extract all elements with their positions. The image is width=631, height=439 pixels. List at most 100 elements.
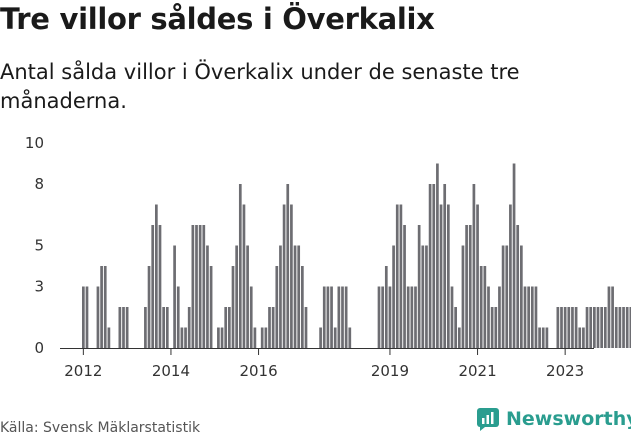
bar xyxy=(202,225,206,348)
bar xyxy=(556,307,560,348)
bar xyxy=(100,266,103,348)
bar xyxy=(279,245,282,348)
bar xyxy=(611,286,614,348)
bar xyxy=(567,307,571,348)
chart-title: Tre villor såldes i Överkalix xyxy=(0,2,435,36)
bar xyxy=(399,204,403,348)
bar xyxy=(450,286,454,348)
bar xyxy=(187,307,191,348)
bar xyxy=(417,225,421,348)
bar xyxy=(235,245,238,348)
bar xyxy=(498,286,501,348)
bar xyxy=(545,327,549,348)
y-tick-label: 8 xyxy=(34,175,44,193)
bar xyxy=(527,286,530,348)
bar xyxy=(476,204,479,348)
bar xyxy=(264,327,268,348)
bar xyxy=(574,307,578,348)
bar xyxy=(487,286,490,348)
bar xyxy=(428,184,432,348)
newsworthy-chart-icon xyxy=(477,408,499,431)
bar xyxy=(530,286,534,348)
bar xyxy=(622,307,625,348)
bar xyxy=(107,327,111,348)
bar xyxy=(603,307,607,348)
bar xyxy=(377,286,381,348)
bar xyxy=(403,225,406,348)
bar xyxy=(282,204,286,348)
bar xyxy=(319,327,322,348)
bar xyxy=(301,266,304,348)
bar xyxy=(220,327,224,348)
bar xyxy=(260,327,264,348)
x-tick-label: 2012 xyxy=(64,362,102,380)
bar xyxy=(512,163,516,348)
bar xyxy=(582,327,585,348)
bar xyxy=(607,286,611,348)
bar xyxy=(173,245,176,348)
bar xyxy=(322,286,326,348)
bar xyxy=(505,245,509,348)
bar xyxy=(344,286,348,348)
bar xyxy=(501,245,505,348)
bar xyxy=(275,266,279,348)
bar xyxy=(457,327,461,348)
bar xyxy=(520,245,523,348)
bar xyxy=(348,327,352,348)
bar xyxy=(253,327,257,348)
bar xyxy=(468,225,472,348)
y-tick-label: 0 xyxy=(34,339,44,357)
bar xyxy=(238,184,242,348)
bar xyxy=(242,204,246,348)
bar xyxy=(436,163,439,348)
bar xyxy=(228,307,231,348)
bar xyxy=(523,286,527,348)
bar xyxy=(600,307,603,348)
bar xyxy=(392,245,395,348)
bar xyxy=(184,327,187,348)
bar xyxy=(425,245,428,348)
bar xyxy=(538,327,541,348)
source-note: Källa: Svensk Mäklarstatistik xyxy=(0,420,201,436)
y-tick-label: 3 xyxy=(34,278,44,296)
bar xyxy=(578,327,582,348)
bar xyxy=(268,307,271,348)
bar xyxy=(271,307,275,348)
bar xyxy=(96,286,100,348)
bar xyxy=(162,307,165,348)
bar xyxy=(421,245,425,348)
bar xyxy=(534,286,538,348)
bar xyxy=(618,307,622,348)
bar xyxy=(165,307,169,348)
newsworthy-logo: Newsworthy xyxy=(476,407,631,431)
bar xyxy=(297,245,301,348)
bar xyxy=(465,225,468,348)
bar xyxy=(290,204,293,348)
bar xyxy=(516,225,520,348)
x-tick-label: 2019 xyxy=(371,362,409,380)
bar xyxy=(224,307,228,348)
bar xyxy=(563,307,567,348)
bar xyxy=(443,184,447,348)
bar xyxy=(414,286,417,348)
bar xyxy=(447,204,450,348)
bar xyxy=(337,286,341,348)
bar xyxy=(293,245,297,348)
bar xyxy=(384,266,388,348)
bar xyxy=(333,327,337,348)
bar xyxy=(82,286,85,348)
bar xyxy=(406,286,410,348)
bar xyxy=(191,225,195,348)
bar xyxy=(494,307,498,348)
bar xyxy=(246,245,249,348)
y-tick-label: 5 xyxy=(34,237,44,255)
bar xyxy=(330,286,333,348)
bar xyxy=(483,266,487,348)
bar-chart: 0358102012201420162019202120233 xyxy=(25,134,631,380)
x-tick-label: 2016 xyxy=(239,362,277,380)
bar xyxy=(206,245,209,348)
bar xyxy=(571,307,574,348)
bar xyxy=(286,184,290,348)
bar xyxy=(388,286,392,348)
brand-name: Newsworthy xyxy=(506,408,631,430)
